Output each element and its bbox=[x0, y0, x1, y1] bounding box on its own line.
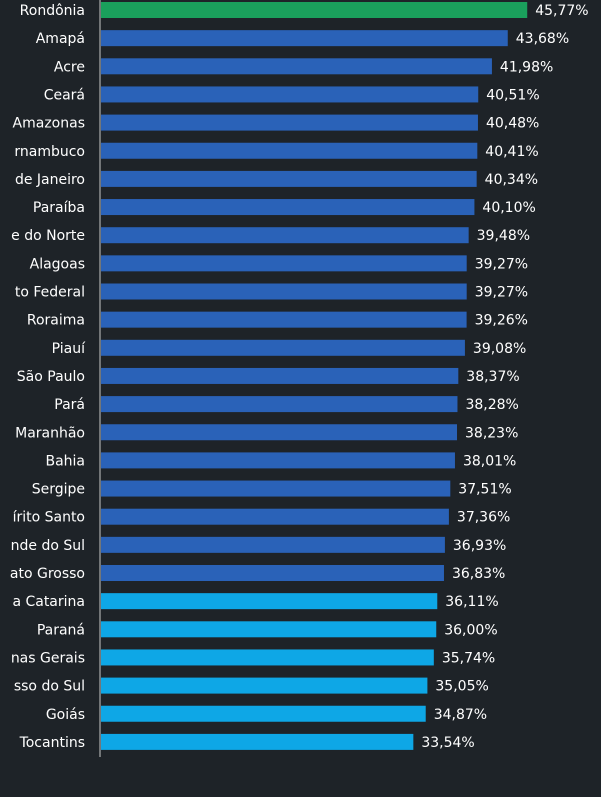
category-label: de Janeiro bbox=[15, 172, 85, 188]
category-label: nde do Sul bbox=[11, 538, 85, 554]
category-label: Rondônia bbox=[20, 3, 85, 19]
bar bbox=[101, 114, 478, 131]
value-label: 41,98% bbox=[500, 59, 553, 75]
value-label: 40,41% bbox=[485, 144, 538, 160]
bar bbox=[101, 677, 428, 694]
value-label: 40,34% bbox=[485, 172, 538, 188]
category-label: a Catarina bbox=[12, 594, 85, 610]
bar bbox=[101, 367, 459, 384]
bar bbox=[101, 199, 475, 216]
value-label: 34,87% bbox=[434, 707, 487, 723]
bar bbox=[101, 593, 438, 610]
category-label: Amazonas bbox=[13, 116, 85, 132]
value-label: 38,01% bbox=[463, 453, 516, 469]
bar bbox=[101, 339, 465, 356]
category-label: Ceará bbox=[44, 87, 85, 103]
value-label: 40,48% bbox=[486, 116, 539, 132]
bar bbox=[101, 30, 508, 47]
value-label: 37,51% bbox=[458, 482, 511, 498]
value-label: 38,23% bbox=[465, 425, 518, 441]
bar bbox=[101, 621, 437, 638]
category-label: Tocantins bbox=[19, 735, 85, 751]
bar bbox=[101, 536, 445, 553]
bar bbox=[101, 452, 455, 469]
category-label: Goiás bbox=[46, 707, 85, 723]
value-label: 33,54% bbox=[421, 735, 474, 751]
bar bbox=[101, 733, 414, 750]
bar bbox=[101, 2, 528, 18]
bar bbox=[101, 311, 467, 328]
category-label: Amapá bbox=[36, 31, 85, 47]
category-label: sso do Sul bbox=[14, 679, 85, 695]
bar bbox=[101, 255, 467, 272]
value-label: 38,37% bbox=[466, 369, 519, 385]
category-label: Acre bbox=[54, 59, 85, 75]
value-label: 35,74% bbox=[442, 650, 495, 666]
category-label: Paraná bbox=[37, 622, 85, 638]
value-label: 39,26% bbox=[475, 313, 528, 329]
bar bbox=[101, 480, 451, 497]
bar bbox=[101, 424, 458, 441]
bar bbox=[101, 705, 426, 722]
category-label: rnambuco bbox=[14, 144, 85, 160]
bar bbox=[101, 58, 492, 75]
category-label: ato Grosso bbox=[10, 566, 85, 582]
bar bbox=[101, 283, 467, 300]
category-label: São Paulo bbox=[17, 369, 85, 385]
value-label: 36,83% bbox=[452, 566, 505, 582]
value-label: 39,48% bbox=[477, 228, 530, 244]
category-label: Alagoas bbox=[30, 256, 85, 272]
category-label: Roraima bbox=[27, 313, 85, 329]
value-label: 43,68% bbox=[516, 31, 569, 47]
bar bbox=[101, 396, 458, 413]
value-label: 40,51% bbox=[486, 87, 539, 103]
bar bbox=[101, 227, 469, 244]
bar bbox=[101, 649, 434, 666]
category-label: Maranhão bbox=[15, 425, 85, 441]
value-label: 36,93% bbox=[453, 538, 506, 554]
value-label: 40,10% bbox=[482, 200, 535, 216]
category-label: írito Santo bbox=[13, 510, 85, 526]
category-label: Piauí bbox=[52, 341, 86, 357]
bar bbox=[101, 508, 449, 525]
value-label: 39,08% bbox=[473, 341, 526, 357]
value-label: 37,36% bbox=[457, 510, 510, 526]
category-label: e do Norte bbox=[11, 228, 85, 244]
category-label: Bahia bbox=[45, 453, 85, 469]
value-label: 36,00% bbox=[444, 622, 497, 638]
category-label: Pará bbox=[54, 397, 85, 413]
category-label: Paraíba bbox=[33, 200, 85, 216]
value-label: 39,27% bbox=[475, 256, 528, 272]
category-label: nas Gerais bbox=[11, 650, 85, 666]
category-label: Sergipe bbox=[32, 482, 85, 498]
category-label: to Federal bbox=[15, 285, 85, 301]
bar bbox=[101, 565, 444, 581]
value-label: 36,11% bbox=[445, 594, 498, 610]
value-label: 45,77% bbox=[535, 3, 588, 19]
bar bbox=[101, 142, 478, 159]
value-label: 38,28% bbox=[465, 397, 518, 413]
value-label: 35,05% bbox=[435, 679, 488, 695]
bar bbox=[101, 170, 477, 187]
bar bbox=[101, 86, 479, 103]
value-label: 39,27% bbox=[475, 285, 528, 301]
